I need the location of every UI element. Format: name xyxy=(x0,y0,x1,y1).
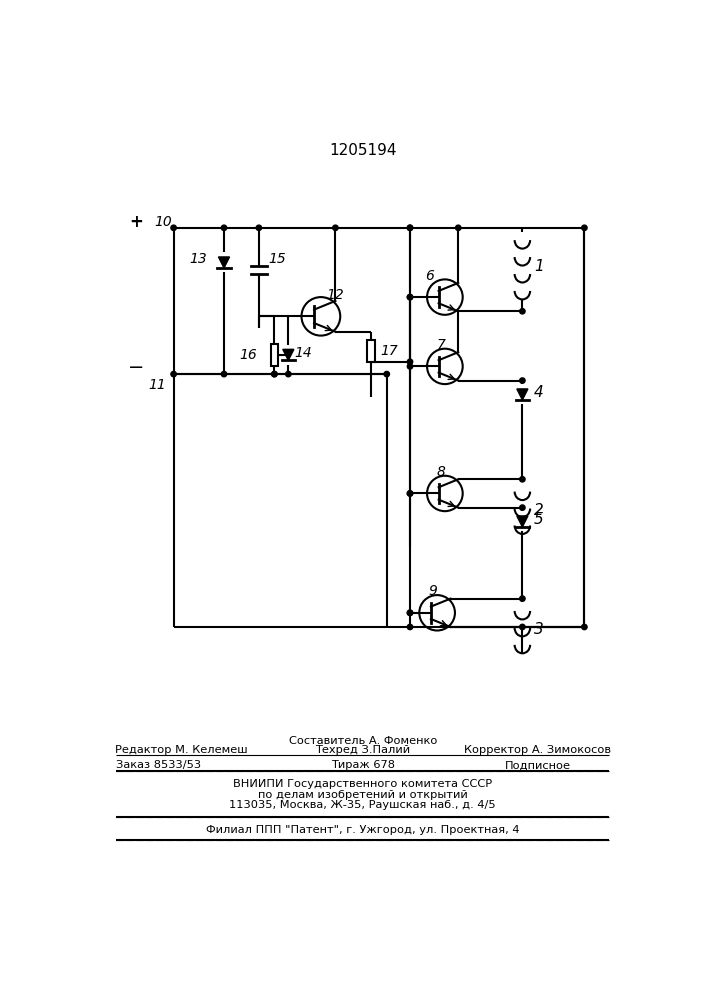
Text: Заказ 8533/53: Заказ 8533/53 xyxy=(115,760,201,770)
Circle shape xyxy=(333,225,338,230)
Text: 11: 11 xyxy=(149,378,167,392)
Circle shape xyxy=(582,225,587,230)
Circle shape xyxy=(407,491,413,496)
Circle shape xyxy=(171,225,176,230)
Circle shape xyxy=(407,491,413,496)
Text: 1205194: 1205194 xyxy=(329,143,397,158)
Text: Подписное: Подписное xyxy=(505,760,571,770)
Circle shape xyxy=(520,378,525,383)
Text: 13: 13 xyxy=(189,252,207,266)
Circle shape xyxy=(271,371,277,377)
Polygon shape xyxy=(283,349,294,360)
Circle shape xyxy=(407,294,413,300)
Circle shape xyxy=(520,596,525,601)
Circle shape xyxy=(407,610,413,615)
Text: 3: 3 xyxy=(534,622,544,637)
Circle shape xyxy=(384,371,390,377)
Text: 5: 5 xyxy=(533,512,543,527)
Text: 12: 12 xyxy=(326,288,344,302)
Text: по делам изобретений и открытий: по делам изобретений и открытий xyxy=(258,790,467,800)
Text: Составитель А. Фоменко: Составитель А. Фоменко xyxy=(288,736,437,746)
Circle shape xyxy=(221,225,227,230)
Circle shape xyxy=(407,359,413,364)
Text: Тираж 678: Тираж 678 xyxy=(331,760,395,770)
Circle shape xyxy=(520,477,525,482)
Circle shape xyxy=(407,624,413,630)
Polygon shape xyxy=(218,257,230,268)
Text: Филиал ППП "Патент", г. Ужгород, ул. Проектная, 4: Филиал ППП "Патент", г. Ужгород, ул. Про… xyxy=(206,825,520,835)
Text: 1: 1 xyxy=(534,259,544,274)
Circle shape xyxy=(271,371,277,377)
Text: 4: 4 xyxy=(533,385,543,400)
Text: 10: 10 xyxy=(154,215,172,229)
Text: 15: 15 xyxy=(268,252,286,266)
Bar xyxy=(368,340,375,362)
Polygon shape xyxy=(517,389,528,400)
Bar xyxy=(271,344,279,366)
Circle shape xyxy=(171,371,176,377)
Text: 7: 7 xyxy=(436,338,445,352)
Text: Техред З.Палий: Техред З.Палий xyxy=(315,745,410,755)
Text: 16: 16 xyxy=(240,348,257,362)
Circle shape xyxy=(407,610,413,615)
Text: 9: 9 xyxy=(429,584,438,598)
Circle shape xyxy=(256,225,262,230)
Text: 8: 8 xyxy=(436,465,445,479)
Text: ВНИИПИ Государственного комитета СССР: ВНИИПИ Государственного комитета СССР xyxy=(233,779,492,789)
Text: 17: 17 xyxy=(380,344,398,358)
Circle shape xyxy=(286,371,291,377)
Text: Корректор А. Зимокосов: Корректор А. Зимокосов xyxy=(464,745,612,755)
Text: 2: 2 xyxy=(534,503,544,518)
Polygon shape xyxy=(517,516,528,527)
Circle shape xyxy=(407,225,413,230)
Circle shape xyxy=(582,624,587,630)
Circle shape xyxy=(455,225,461,230)
Text: +: + xyxy=(129,213,144,231)
Circle shape xyxy=(407,294,413,300)
Text: −: − xyxy=(128,358,145,377)
Circle shape xyxy=(407,225,413,230)
Circle shape xyxy=(407,364,413,369)
Circle shape xyxy=(520,624,525,630)
Text: 14: 14 xyxy=(295,346,312,360)
Circle shape xyxy=(520,309,525,314)
Text: 113035, Москва, Ж-35, Раушская наб., д. 4/5: 113035, Москва, Ж-35, Раушская наб., д. … xyxy=(229,800,496,810)
Circle shape xyxy=(520,505,525,510)
Circle shape xyxy=(221,371,227,377)
Text: Редактор М. Келемеш: Редактор М. Келемеш xyxy=(115,745,247,755)
Text: 6: 6 xyxy=(425,269,434,283)
